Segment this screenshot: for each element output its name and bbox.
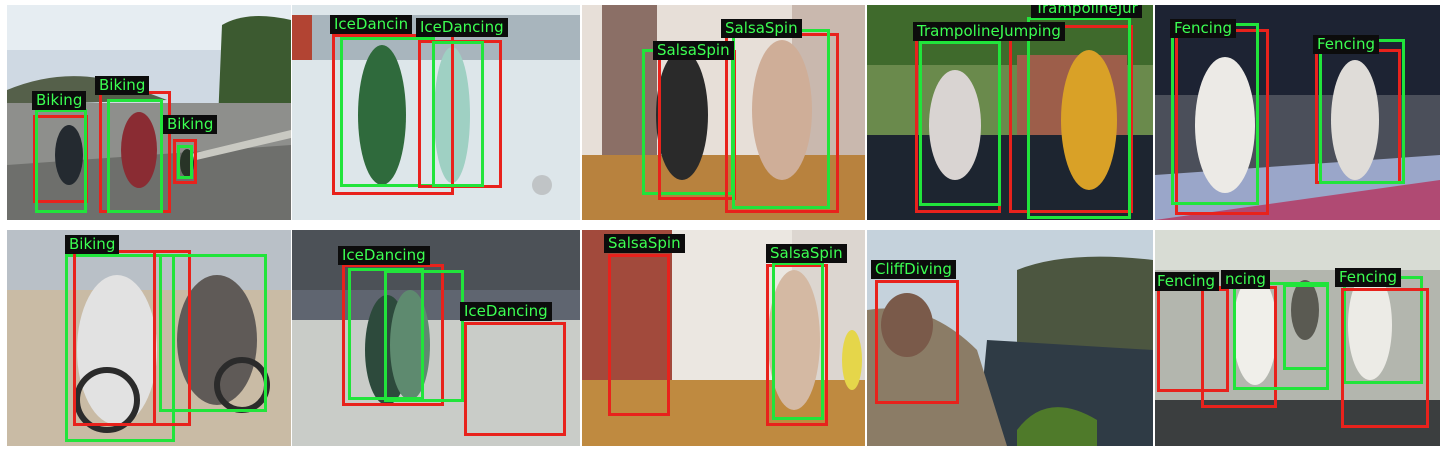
action-label: Fencing: [1170, 19, 1236, 38]
action-label: IceDancing: [416, 18, 508, 37]
panel-salsaspin-1: SalsaSpin SalsaSpin: [582, 5, 865, 220]
panel-icedancing-1: IceDancin IceDancing: [292, 5, 580, 220]
action-label: Biking: [95, 76, 150, 95]
detection-box: [1341, 288, 1429, 428]
action-label: Fencing: [1335, 268, 1401, 287]
ground-truth-box: [159, 254, 267, 412]
rink-scene-2: [292, 230, 580, 446]
panel-salsaspin-2: SalsaSpin SalsaSpin: [582, 230, 865, 446]
action-label: IceDancing: [338, 246, 430, 265]
action-label: IceDancin: [330, 15, 413, 34]
ground-truth-box: [1027, 17, 1131, 219]
action-label: ncing: [1221, 270, 1270, 289]
action-label: Biking: [32, 91, 87, 110]
panel-trampoline-1: TrampolineJur TrampolineJumping: [867, 5, 1153, 220]
action-label: SalsaSpin: [721, 19, 802, 38]
action-label: SalsaSpin: [766, 244, 847, 263]
ground-truth-box: [732, 29, 830, 209]
ground-truth-box: [384, 270, 464, 402]
panel-biking-1: Biking Biking Biking: [7, 5, 291, 220]
ground-truth-box: [1319, 39, 1405, 184]
hall-scene: [1155, 230, 1440, 446]
ground-truth-box: [772, 262, 824, 420]
ground-truth-box: [919, 41, 1001, 206]
action-label: IceDancing: [460, 302, 552, 321]
action-label: SalsaSpin: [604, 234, 685, 253]
ground-truth-box: [65, 254, 175, 442]
detection-box: [153, 250, 191, 426]
detection-box: [173, 139, 197, 184]
detection-box: [1009, 25, 1133, 213]
detection-box: [766, 264, 828, 426]
panel-fencing-1: Fencing Fencing: [1155, 5, 1440, 220]
detection-box: [608, 254, 670, 416]
ground-truth-box: [432, 41, 484, 187]
action-label: Biking: [163, 115, 218, 134]
ground-truth-box: [107, 99, 163, 213]
detection-box: [342, 264, 444, 406]
action-label: TrampolineJur: [1031, 5, 1142, 18]
action-label: TrampolineJumping: [913, 22, 1065, 41]
detection-box: [464, 322, 566, 436]
action-label: Biking: [65, 235, 120, 254]
studio-scene: [582, 5, 865, 220]
ground-truth-box: [35, 109, 87, 213]
action-label: CliffDiving: [871, 260, 956, 279]
action-label: Fencing: [1155, 272, 1219, 291]
ground-truth-box: [1283, 284, 1329, 370]
panel-cliffdiving-2: CliffDiving: [867, 230, 1153, 446]
panel-icedancing-2: IceDancing IceDancing: [292, 230, 580, 446]
action-label: SalsaSpin: [653, 41, 734, 60]
panel-biking-2: Biking: [7, 230, 291, 446]
action-label: Fencing: [1313, 35, 1379, 54]
panel-fencing-2: Fencing ncing Fencing: [1155, 230, 1440, 446]
detection-box: [332, 34, 454, 195]
detection-box: [875, 280, 959, 404]
ground-truth-box: [1171, 23, 1259, 205]
ground-truth-box: [177, 145, 193, 179]
